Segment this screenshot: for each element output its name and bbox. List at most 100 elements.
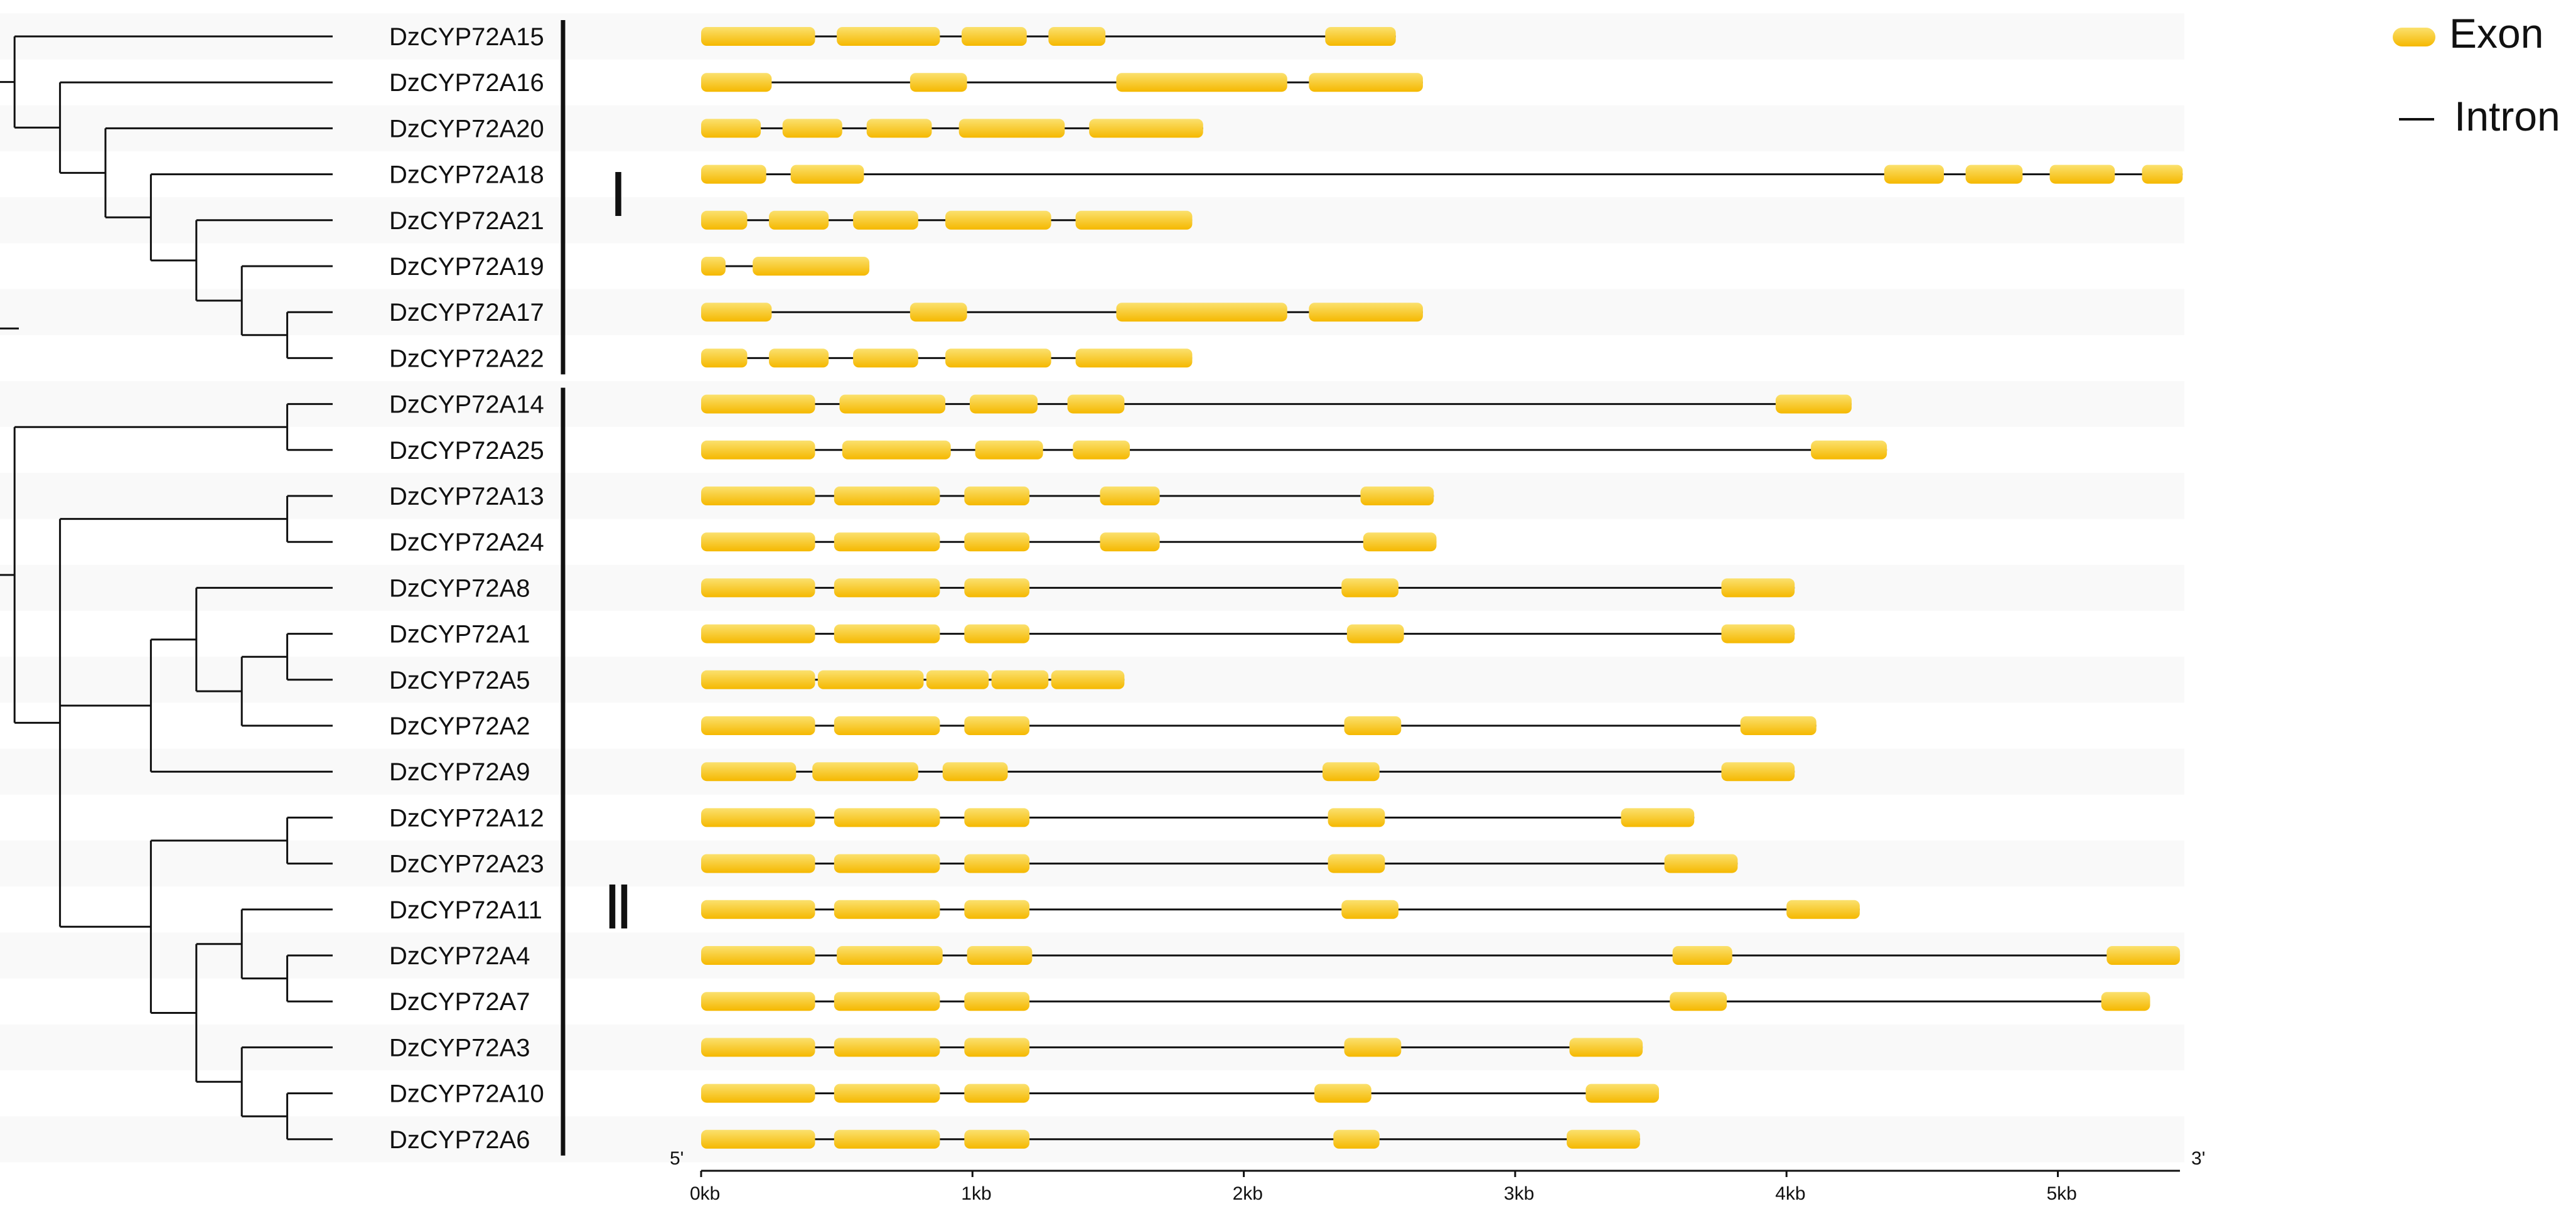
exon xyxy=(834,1084,940,1103)
exon xyxy=(1721,762,1795,782)
gene-label: DzCYP72A17 xyxy=(389,299,544,326)
exon xyxy=(834,808,940,827)
exon xyxy=(910,73,967,92)
exon xyxy=(834,854,940,873)
exon xyxy=(964,992,1030,1011)
gene-label: DzCYP72A16 xyxy=(389,69,544,97)
exon xyxy=(701,1038,815,1057)
five-prime-label: 5' xyxy=(670,1148,684,1169)
exon xyxy=(701,532,815,552)
exon xyxy=(701,670,815,689)
exon xyxy=(1360,487,1434,505)
exon xyxy=(1309,303,1423,322)
exon xyxy=(945,210,1051,230)
exon xyxy=(1672,946,1732,965)
exon xyxy=(782,119,842,138)
exon xyxy=(834,487,940,505)
exon xyxy=(964,487,1030,505)
exon xyxy=(812,762,918,782)
exon xyxy=(1775,394,1852,414)
exon xyxy=(964,716,1030,735)
exon xyxy=(964,578,1030,598)
gene-label: DzCYP72A15 xyxy=(389,23,544,51)
gene-structure-row xyxy=(701,164,2183,184)
axis-tick-label: 0kb xyxy=(690,1183,720,1204)
exon xyxy=(1100,487,1160,505)
phylogenetic-tree xyxy=(0,35,333,1141)
gene-label: DzCYP72A12 xyxy=(389,804,544,832)
gene-label: DzCYP72A5 xyxy=(389,667,530,694)
exon xyxy=(834,900,940,919)
exon xyxy=(701,1084,815,1103)
exon xyxy=(964,854,1030,873)
gene-structure-row xyxy=(701,303,1423,322)
gene-structure-row xyxy=(701,716,1817,735)
exon xyxy=(701,119,761,138)
legend-intron-label: Intron xyxy=(2454,93,2560,139)
exon xyxy=(701,946,815,965)
exon xyxy=(962,27,1027,46)
exon xyxy=(1089,119,1203,138)
exon xyxy=(701,487,815,505)
exon xyxy=(701,394,815,414)
exon xyxy=(975,440,1043,460)
gene-label: DzCYP72A10 xyxy=(389,1080,544,1108)
exon xyxy=(1116,73,1287,92)
exon xyxy=(1740,716,1817,735)
gene-structure-row xyxy=(701,1084,1660,1103)
exon xyxy=(2106,946,2181,965)
exon xyxy=(1314,1084,1371,1103)
exon xyxy=(2142,164,2183,184)
exon xyxy=(964,1084,1030,1103)
gene-label: DzCYP72A23 xyxy=(389,851,544,878)
gene-label: DzCYP72A8 xyxy=(389,574,530,602)
exon xyxy=(1075,348,1193,368)
legend: Exon Intron xyxy=(2393,10,2560,139)
gene-labels: DzCYP72A15 DzCYP72A16 DzCYP72A20 DzCYP72A18… xyxy=(389,23,544,1154)
exon xyxy=(701,578,815,598)
gene-label: DzCYP72A4 xyxy=(389,942,530,970)
exon xyxy=(945,348,1051,368)
exon xyxy=(701,992,815,1011)
gene-label: DzCYP72A6 xyxy=(389,1126,530,1154)
exon xyxy=(958,119,1065,138)
exon xyxy=(701,1129,815,1149)
gene-label: DzCYP72A9 xyxy=(389,758,530,786)
exon xyxy=(1569,1038,1643,1057)
exon xyxy=(1884,164,1944,184)
exon xyxy=(817,670,924,689)
exon xyxy=(753,257,870,276)
three-prime-label: 3' xyxy=(2191,1148,2205,1169)
exon xyxy=(964,624,1030,643)
clade-label: Ⅰ xyxy=(609,162,627,229)
exon xyxy=(701,440,815,460)
axis-tick-label: 4kb xyxy=(1775,1183,1805,1204)
exon xyxy=(701,348,748,368)
gene-structure-row xyxy=(701,900,1860,919)
gene-label: DzCYP72A11 xyxy=(389,896,542,924)
exon xyxy=(701,303,772,322)
gene-label: DzCYP72A21 xyxy=(389,207,544,235)
gene-structure-row xyxy=(701,992,2150,1011)
exon xyxy=(853,348,918,368)
exon xyxy=(834,532,940,552)
exon xyxy=(1346,624,1404,643)
gene-structure-row xyxy=(701,946,2181,965)
exon xyxy=(1664,854,1738,873)
legend-exon-label: Exon xyxy=(2449,10,2543,56)
gene-structure-row xyxy=(701,119,1203,138)
exon xyxy=(1567,1129,1640,1149)
exon xyxy=(701,257,726,276)
gene-structure-row xyxy=(701,1038,1643,1057)
axis-tick-label: 2kb xyxy=(1233,1183,1263,1204)
exon xyxy=(1333,1129,1380,1149)
exon xyxy=(1328,854,1385,873)
exon xyxy=(1322,762,1380,782)
gene-label: DzCYP72A13 xyxy=(389,483,544,510)
clade-brackets: ⅠⅡ xyxy=(561,20,633,1156)
gene-structure-row xyxy=(701,762,1795,782)
exon xyxy=(1811,440,1887,460)
exon xyxy=(834,1129,940,1149)
exon xyxy=(926,670,989,689)
exon xyxy=(834,578,940,598)
